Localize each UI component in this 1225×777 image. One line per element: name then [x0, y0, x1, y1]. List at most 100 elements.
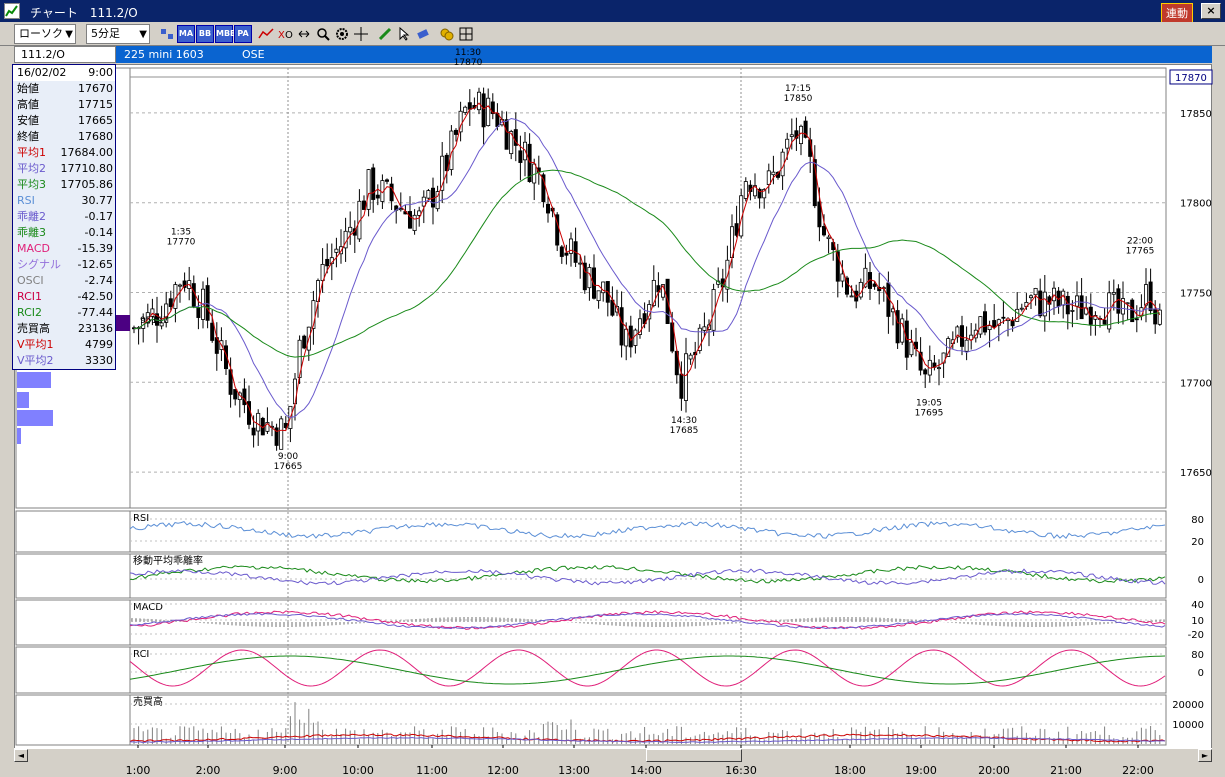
candle-body [651, 279, 656, 306]
data-window-row: RCI1 -42.50 [13, 289, 115, 305]
mbe-button[interactable]: MBE [215, 25, 236, 43]
horizontal-scrollbar[interactable]: ◄ ► [14, 748, 1212, 762]
data-window-value: 17670 [78, 82, 113, 95]
peak-time-label: 11:30 [455, 48, 481, 58]
candle-body [858, 281, 863, 298]
close-button[interactable]: × [1201, 3, 1221, 19]
candle-body [453, 129, 458, 135]
data-window-row: 平均1 17684.00 [13, 145, 115, 161]
candle-body [766, 170, 771, 185]
data-window-value: 17705.86 [60, 178, 114, 191]
scroll-right-button[interactable]: ► [1198, 749, 1212, 762]
candle-body [251, 427, 256, 436]
candle-body [960, 325, 965, 347]
data-window-value: -77.44 [77, 306, 113, 319]
subpanel-tick-label: 10000 [1172, 720, 1204, 731]
cursor-icon[interactable] [395, 25, 413, 43]
pencil-icon[interactable] [376, 25, 394, 43]
ma-button[interactable]: MA [177, 25, 195, 43]
candle-body [458, 110, 463, 133]
subpanel-title: 移動平均乖離率 [133, 554, 203, 567]
line-chart-icon[interactable] [257, 25, 275, 43]
data-window-key: 終値 [17, 130, 39, 143]
candle-body [863, 267, 868, 288]
peak-price-label: 17850 [784, 94, 813, 104]
candle-body [1153, 309, 1158, 325]
svg-text:X: X [278, 30, 285, 41]
panel-left-margin [15, 553, 131, 599]
candle-body [352, 228, 357, 236]
data-window-key: V平均2 [17, 354, 54, 367]
eraser-icon[interactable] [414, 25, 432, 43]
volume-profile-bar [17, 392, 29, 408]
grid-settings-icon[interactable] [457, 25, 475, 43]
symbol-icon[interactable] [158, 25, 176, 43]
bb-button[interactable]: BB [196, 25, 214, 43]
candle-body [490, 101, 495, 115]
peak-time-label: 17:15 [785, 84, 811, 94]
candle-body [177, 284, 182, 287]
candle-body [361, 200, 366, 210]
candle-body [559, 246, 564, 257]
candle-body [739, 195, 744, 237]
zoom-out-icon[interactable] [295, 25, 313, 43]
candle-body [978, 316, 983, 335]
gear-icon[interactable] [333, 25, 351, 43]
time-axis: 1:00 2:00 9:00 10:00 11:00 12:00 13:00 14:00 16:… [14, 762, 1212, 777]
candle-body [546, 203, 551, 214]
time-axis-label: 20:00 [978, 764, 1010, 777]
candle-body [734, 223, 739, 236]
candle-body [1102, 319, 1107, 325]
candle-body [334, 248, 339, 253]
crosshair-icon[interactable] [352, 25, 370, 43]
rsi-line [129, 521, 1166, 539]
candle-body [849, 295, 854, 298]
chart-type-value: ローソク [19, 27, 63, 40]
data-window-value: 17715 [78, 98, 113, 111]
panel-frame [129, 67, 1167, 509]
candle-body [596, 290, 601, 302]
candle-body [233, 389, 238, 400]
macd-signal-line [129, 612, 1166, 630]
panel-left-margin [15, 694, 131, 746]
data-window-key: 平均2 [17, 162, 46, 175]
price-axis-label: 17750 [1180, 288, 1212, 299]
data-window-key: RSI [17, 194, 35, 207]
time-axis-label: 2:00 [195, 764, 221, 777]
scroll-thumb[interactable] [646, 749, 742, 762]
symbol-info-bar: 111.2/O 225 mini 1603 OSE [14, 46, 1212, 63]
symbol-input[interactable]: 111.2/O [14, 46, 116, 63]
data-window-key: 乖離3 [17, 226, 46, 239]
candle-body [348, 226, 353, 233]
candle-body [527, 143, 532, 183]
candle-body [817, 201, 822, 228]
candle-body [481, 93, 486, 128]
chevron-down-icon: ▼ [139, 29, 147, 40]
peak-time-label: 1:35 [171, 228, 191, 238]
chart-type-select[interactable]: ローソク ▼ [14, 24, 76, 44]
exchange-label: OSE [242, 48, 265, 61]
candle-body [826, 236, 831, 240]
data-window-row: 平均3 17705.86 [13, 177, 115, 193]
scroll-left-button[interactable]: ◄ [14, 749, 28, 762]
peak-time-label: 22:00 [1127, 237, 1153, 247]
interval-select[interactable]: 5分足 ▼ [86, 24, 150, 44]
coins-icon[interactable] [438, 25, 456, 43]
data-window-row: 高値 17715 [13, 97, 115, 113]
data-window-row: 始値 17670 [13, 81, 115, 97]
pa-button[interactable]: PA [234, 25, 252, 43]
search-icon[interactable] [314, 25, 332, 43]
peak-time-label: 14:30 [671, 416, 697, 426]
candle-body [223, 345, 228, 370]
data-window-row: 乖離2 -0.17 [13, 209, 115, 225]
time-axis-label: 11:00 [416, 764, 448, 777]
candle-body [799, 125, 804, 145]
candle-body [1121, 298, 1126, 315]
data-window-row: V平均2 3330 [13, 353, 115, 369]
candle-body [992, 320, 997, 328]
window-title: チャート 111.2/O [30, 6, 138, 20]
panel-left-margin [15, 510, 131, 553]
candle-body [789, 134, 794, 137]
